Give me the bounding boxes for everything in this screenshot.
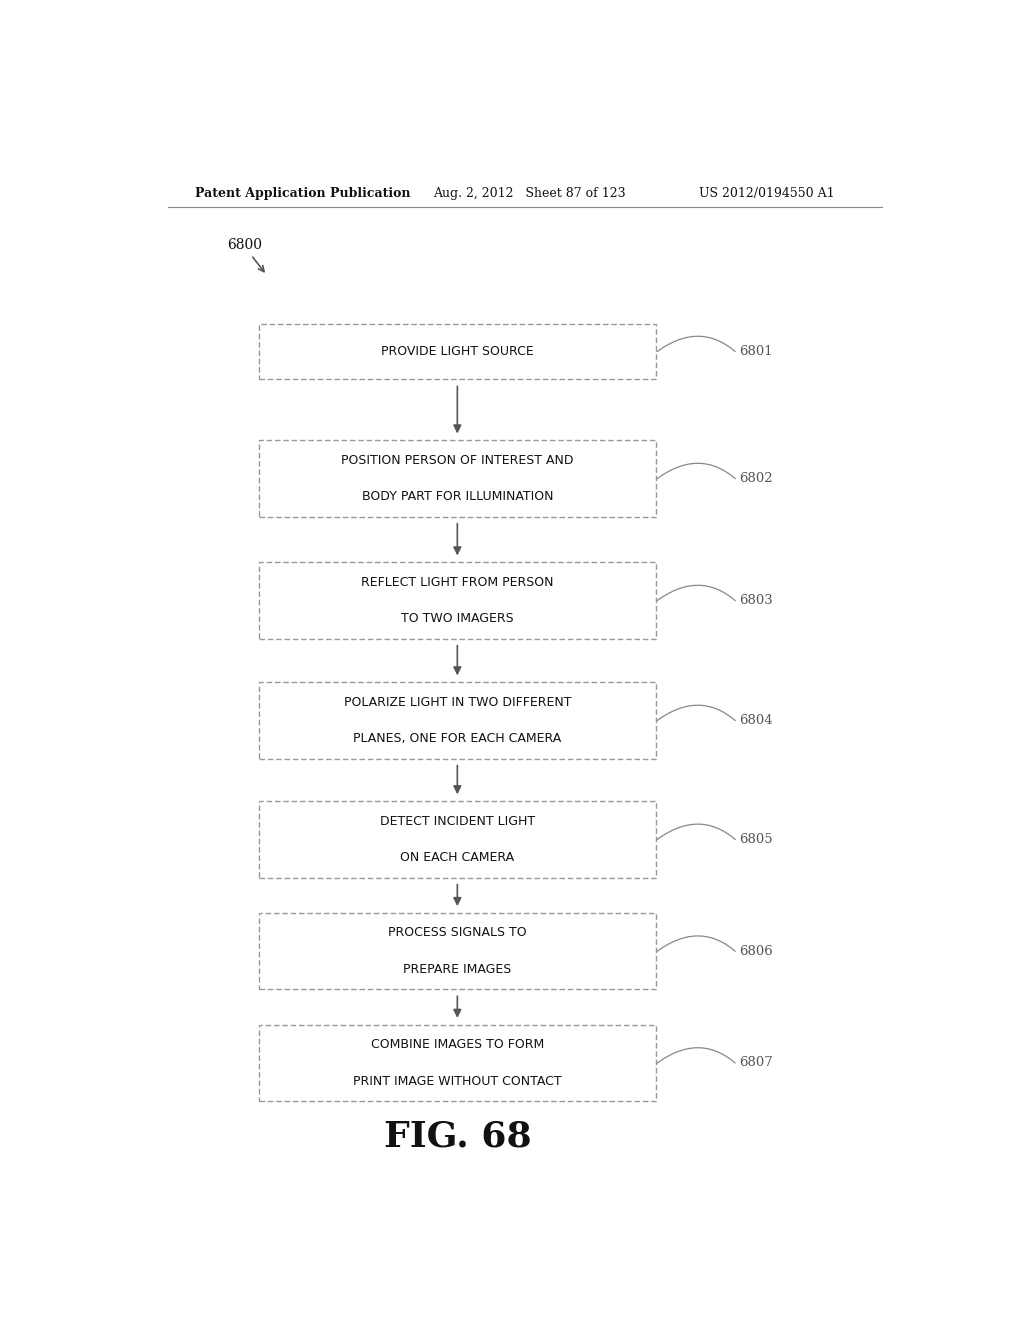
FancyBboxPatch shape: [259, 913, 655, 989]
Text: 6806: 6806: [739, 945, 773, 958]
FancyBboxPatch shape: [259, 562, 655, 639]
Text: 6803: 6803: [739, 594, 773, 607]
Text: ON EACH CAMERA: ON EACH CAMERA: [400, 851, 514, 865]
Text: PROVIDE LIGHT SOURCE: PROVIDE LIGHT SOURCE: [381, 345, 534, 358]
FancyBboxPatch shape: [259, 801, 655, 878]
Text: 6802: 6802: [739, 473, 773, 484]
Text: PRINT IMAGE WITHOUT CONTACT: PRINT IMAGE WITHOUT CONTACT: [353, 1074, 561, 1088]
Text: 6801: 6801: [739, 345, 773, 358]
Text: 6805: 6805: [739, 833, 773, 846]
Text: FIG. 68: FIG. 68: [384, 1119, 531, 1154]
Text: PLANES, ONE FOR EACH CAMERA: PLANES, ONE FOR EACH CAMERA: [353, 733, 561, 746]
Text: Aug. 2, 2012   Sheet 87 of 123: Aug. 2, 2012 Sheet 87 of 123: [433, 187, 626, 201]
Text: REFLECT LIGHT FROM PERSON: REFLECT LIGHT FROM PERSON: [361, 576, 554, 589]
Text: 6804: 6804: [739, 714, 773, 727]
FancyBboxPatch shape: [259, 1024, 655, 1101]
Text: 6800: 6800: [227, 238, 262, 252]
Text: BODY PART FOR ILLUMINATION: BODY PART FOR ILLUMINATION: [361, 490, 553, 503]
Text: COMBINE IMAGES TO FORM: COMBINE IMAGES TO FORM: [371, 1039, 544, 1051]
Text: TO TWO IMAGERS: TO TWO IMAGERS: [401, 612, 514, 626]
Text: PROCESS SIGNALS TO: PROCESS SIGNALS TO: [388, 927, 526, 940]
FancyBboxPatch shape: [259, 682, 655, 759]
FancyBboxPatch shape: [259, 441, 655, 516]
Text: DETECT INCIDENT LIGHT: DETECT INCIDENT LIGHT: [380, 814, 535, 828]
FancyBboxPatch shape: [259, 323, 655, 379]
Text: POSITION PERSON OF INTEREST AND: POSITION PERSON OF INTEREST AND: [341, 454, 573, 467]
Text: 6807: 6807: [739, 1056, 773, 1069]
Text: US 2012/0194550 A1: US 2012/0194550 A1: [699, 187, 835, 201]
Text: Patent Application Publication: Patent Application Publication: [196, 187, 411, 201]
Text: PREPARE IMAGES: PREPARE IMAGES: [403, 964, 511, 975]
Text: POLARIZE LIGHT IN TWO DIFFERENT: POLARIZE LIGHT IN TWO DIFFERENT: [344, 696, 571, 709]
